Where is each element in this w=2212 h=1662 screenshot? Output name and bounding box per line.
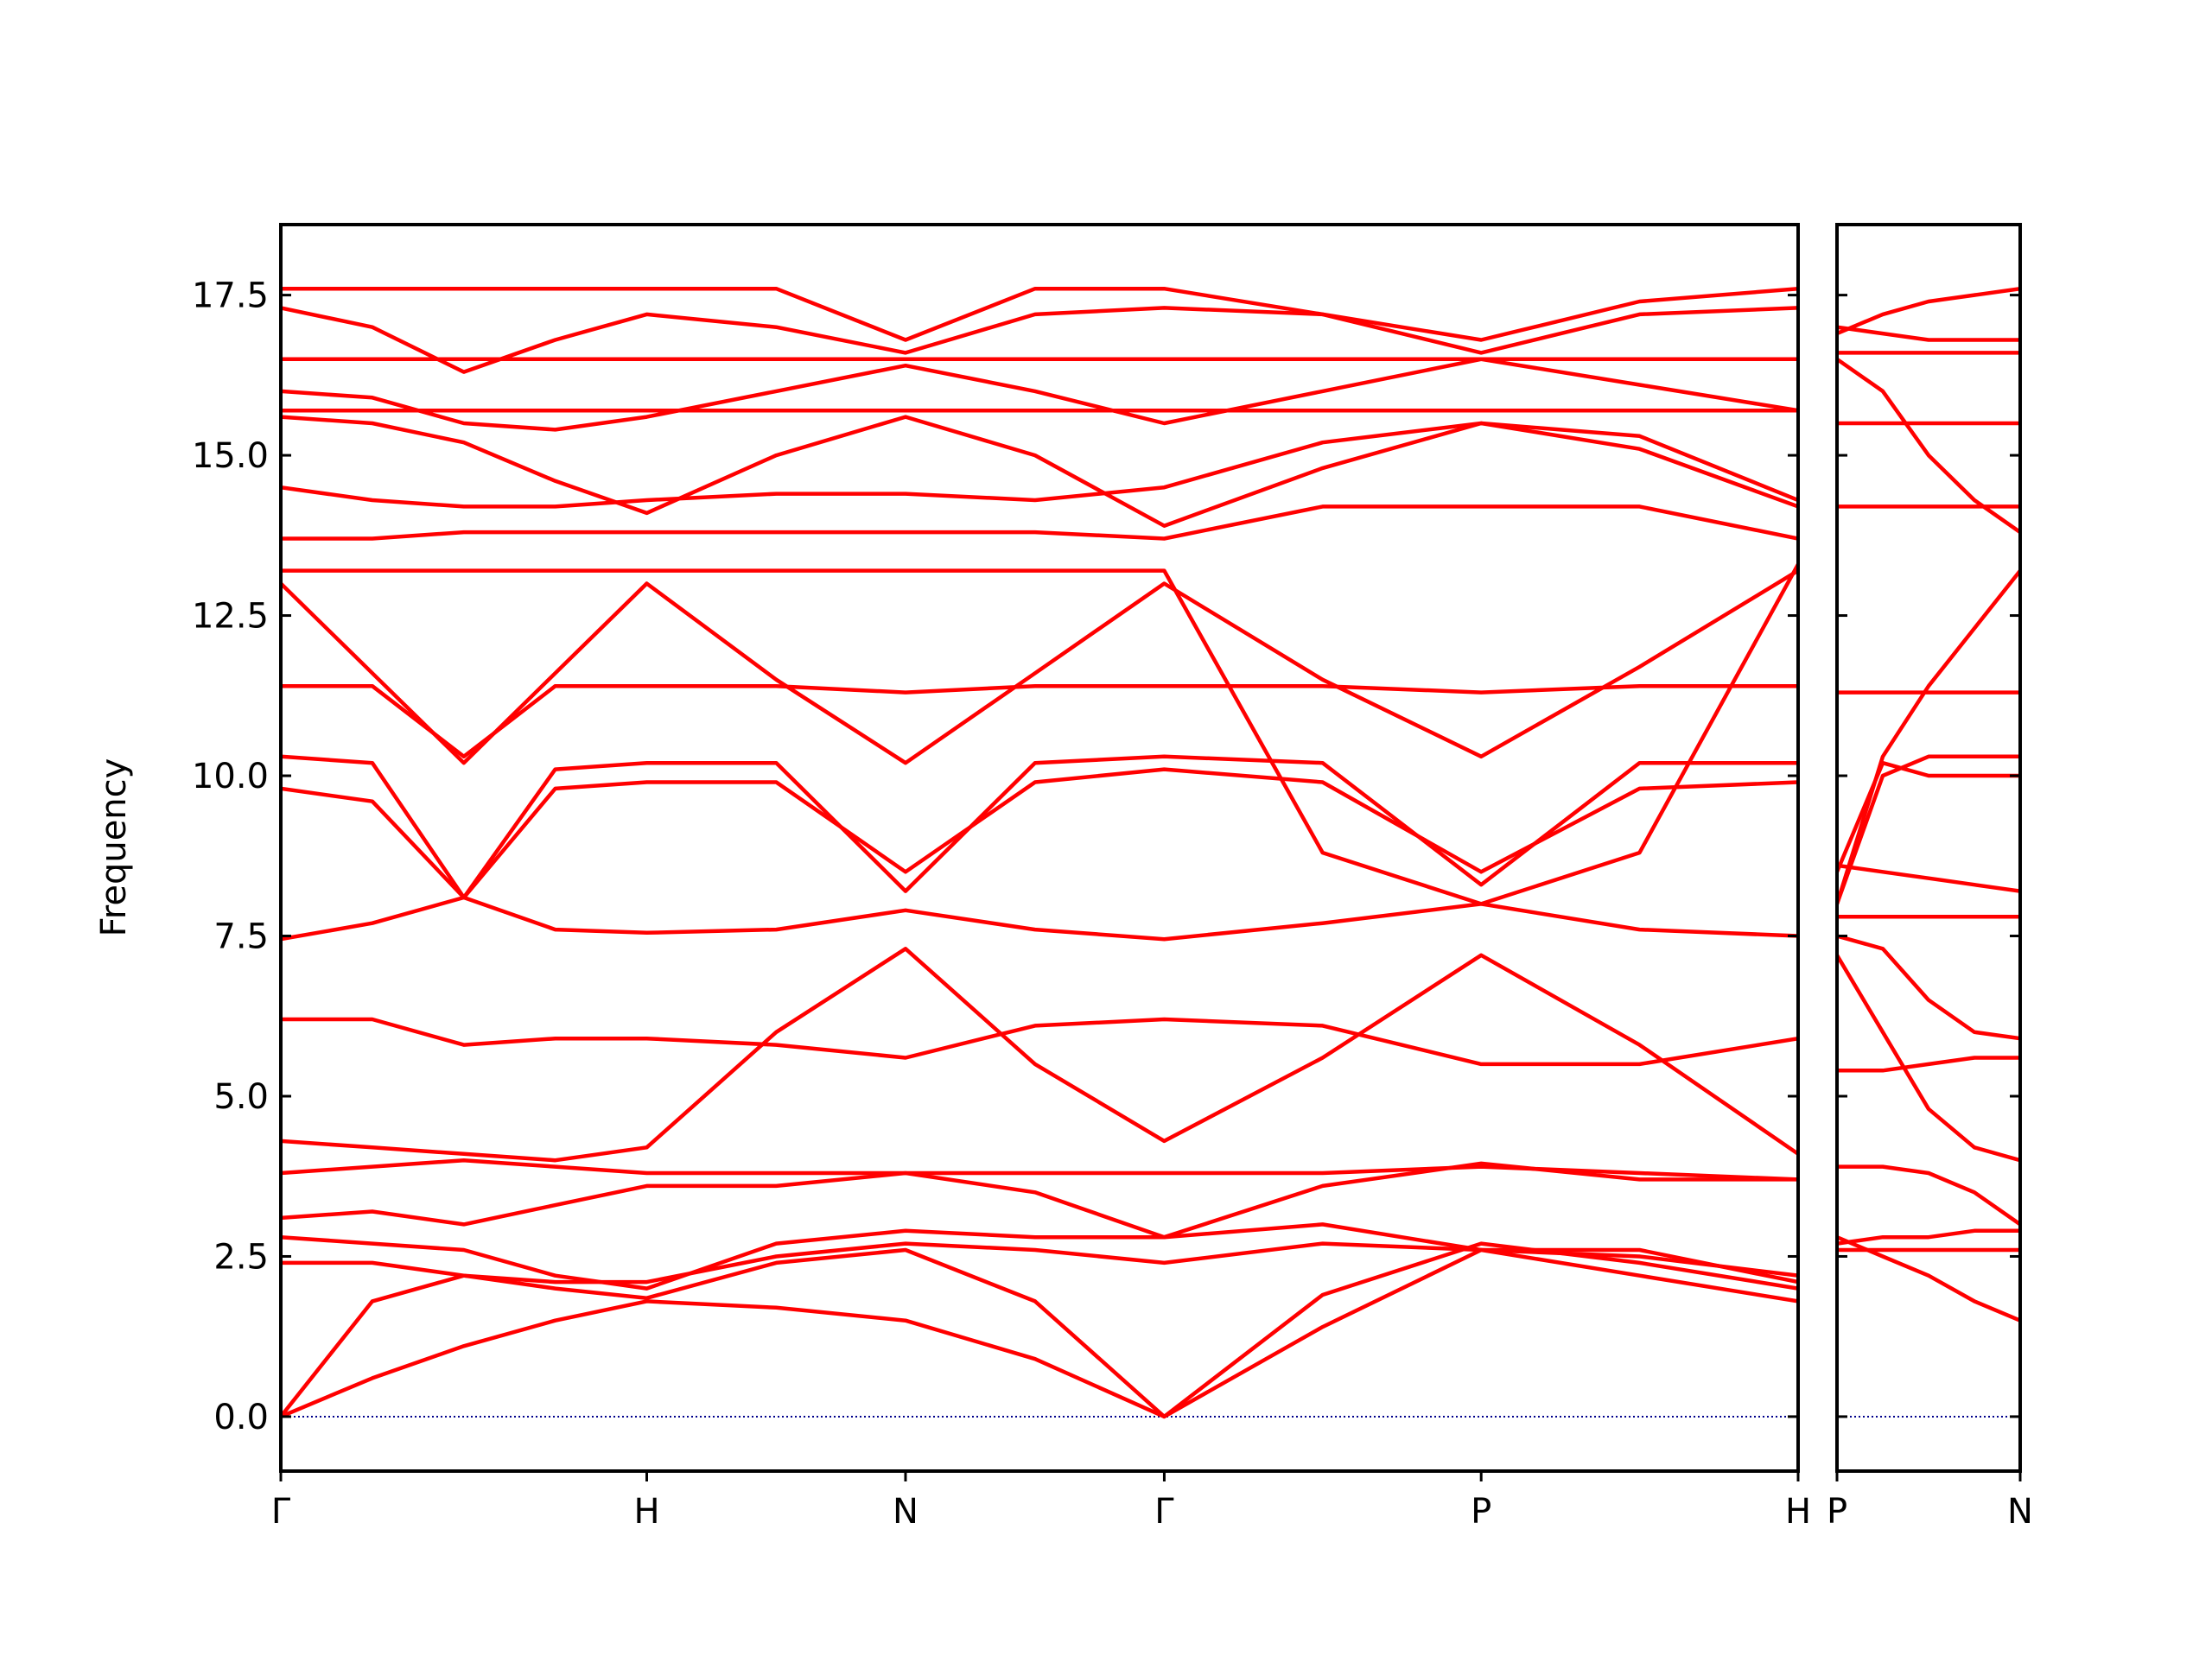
band-line [281,895,1798,942]
band-line [281,1017,1798,1067]
y-tick-label: 12.5 [192,597,269,637]
band-line [281,947,1798,1163]
band-line [1837,754,2020,905]
band-line [281,1161,1798,1291]
y-tick-label: 7.5 [213,917,269,957]
plot-area [281,286,1798,1419]
band-line [281,1247,1798,1419]
x-tick-label: N [2007,1492,2033,1532]
band-line [1837,569,2020,905]
band-line [281,415,1798,528]
y-tick-label: 0.0 [213,1398,269,1437]
y-tick-label: 15.0 [192,436,269,476]
band-line [1837,1056,2020,1073]
band-line [1837,357,2020,534]
band-line [281,683,1798,759]
band-line [281,504,1798,541]
band-line [1837,1164,2020,1227]
axes-frame [1835,223,2022,1473]
band-line [281,568,1798,765]
band-line [1837,1228,2020,1246]
band-line [281,357,1798,432]
band-line [1837,863,2020,893]
band-line [281,1170,1798,1278]
band-line [1837,286,2020,336]
x-tick-label: P [1827,1492,1847,1532]
x-tick-label: Γ [271,1492,291,1532]
band-line [281,286,1798,342]
band-line [281,1158,1798,1182]
band-line [1837,934,2020,1041]
x-tick-label: P [1471,1492,1491,1532]
y-tick-label: 2.5 [213,1237,269,1277]
y-tick-label: 17.5 [192,276,269,316]
y-tick-label: 10.0 [192,757,269,796]
band-line [1837,954,2020,1163]
band-line [281,421,1798,509]
x-tick-label: H [633,1492,659,1532]
y-tick-label: 5.0 [213,1077,269,1117]
plot-area [1837,286,2020,1418]
x-tick-label: Γ [1154,1492,1174,1532]
band-line [1837,325,2020,342]
x-tick-label: H [1785,1492,1811,1532]
axes-frame [279,223,1800,1473]
band-line [281,754,1798,900]
band-line [281,306,1798,374]
x-tick-label: N [893,1492,918,1532]
y-axis-label: Frequency [94,758,134,937]
band-line [281,563,1798,906]
band-line [281,1241,1798,1419]
band-line [1837,1235,2020,1323]
